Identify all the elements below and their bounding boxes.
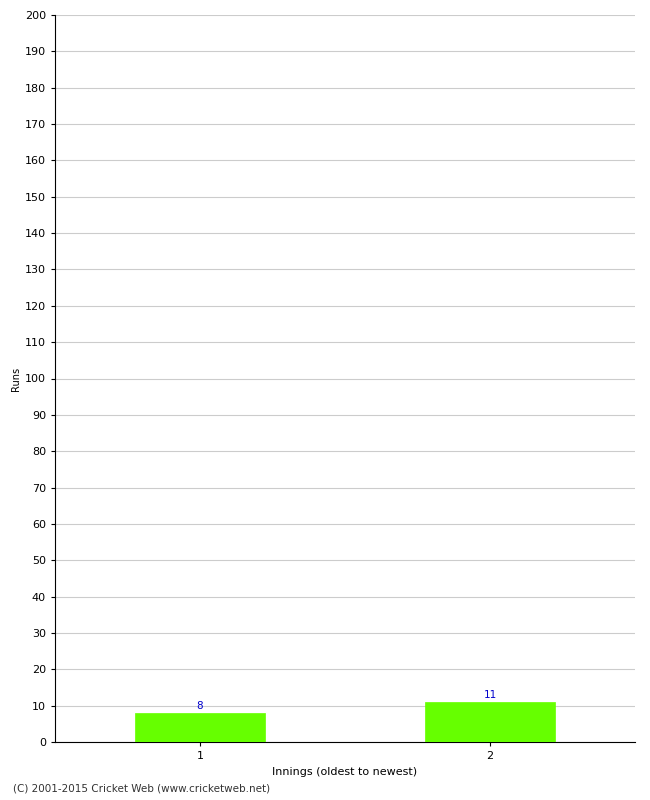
Bar: [135, 713, 265, 742]
Bar: [424, 702, 555, 742]
Text: (C) 2001-2015 Cricket Web (www.cricketweb.net): (C) 2001-2015 Cricket Web (www.cricketwe…: [13, 784, 270, 794]
X-axis label: Innings (oldest to newest): Innings (oldest to newest): [272, 766, 417, 777]
Y-axis label: Runs: Runs: [10, 366, 21, 390]
Text: 11: 11: [484, 690, 497, 700]
Text: 8: 8: [197, 701, 203, 711]
